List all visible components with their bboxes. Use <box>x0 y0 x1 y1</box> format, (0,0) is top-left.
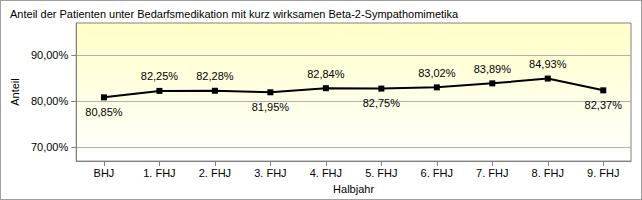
svg-text:3. FHJ: 3. FHJ <box>254 167 286 179</box>
svg-text:6. FHJ: 6. FHJ <box>421 167 453 179</box>
svg-text:81,95%: 81,95% <box>252 101 290 113</box>
svg-text:70,00%: 70,00% <box>31 141 69 153</box>
svg-text:82,25%: 82,25% <box>141 70 179 82</box>
svg-text:BHJ: BHJ <box>94 167 115 179</box>
svg-text:Anteil der Patienten unter Bed: Anteil der Patienten unter Bedarfsmedika… <box>10 8 459 20</box>
svg-text:8. FHJ: 8. FHJ <box>532 167 564 179</box>
svg-text:83,02%: 83,02% <box>418 67 456 79</box>
svg-text:90,00%: 90,00% <box>31 49 69 61</box>
svg-text:84,93%: 84,93% <box>529 58 567 70</box>
svg-text:82,28%: 82,28% <box>196 70 234 82</box>
svg-text:83,89%: 83,89% <box>474 63 512 75</box>
svg-text:Anteil: Anteil <box>9 78 21 106</box>
svg-text:82,84%: 82,84% <box>307 68 345 80</box>
svg-text:2. FHJ: 2. FHJ <box>199 167 231 179</box>
svg-text:1. FHJ: 1. FHJ <box>143 167 175 179</box>
svg-text:Halbjahr: Halbjahr <box>333 183 374 195</box>
svg-text:82,37%: 82,37% <box>585 99 623 111</box>
svg-text:5. FHJ: 5. FHJ <box>365 167 397 179</box>
svg-text:80,85%: 80,85% <box>85 106 123 118</box>
svg-text:7. FHJ: 7. FHJ <box>476 167 508 179</box>
svg-text:82,75%: 82,75% <box>363 97 401 109</box>
svg-text:80,00%: 80,00% <box>31 95 69 107</box>
svg-text:4. FHJ: 4. FHJ <box>310 167 342 179</box>
svg-text:9. FHJ: 9. FHJ <box>587 167 619 179</box>
